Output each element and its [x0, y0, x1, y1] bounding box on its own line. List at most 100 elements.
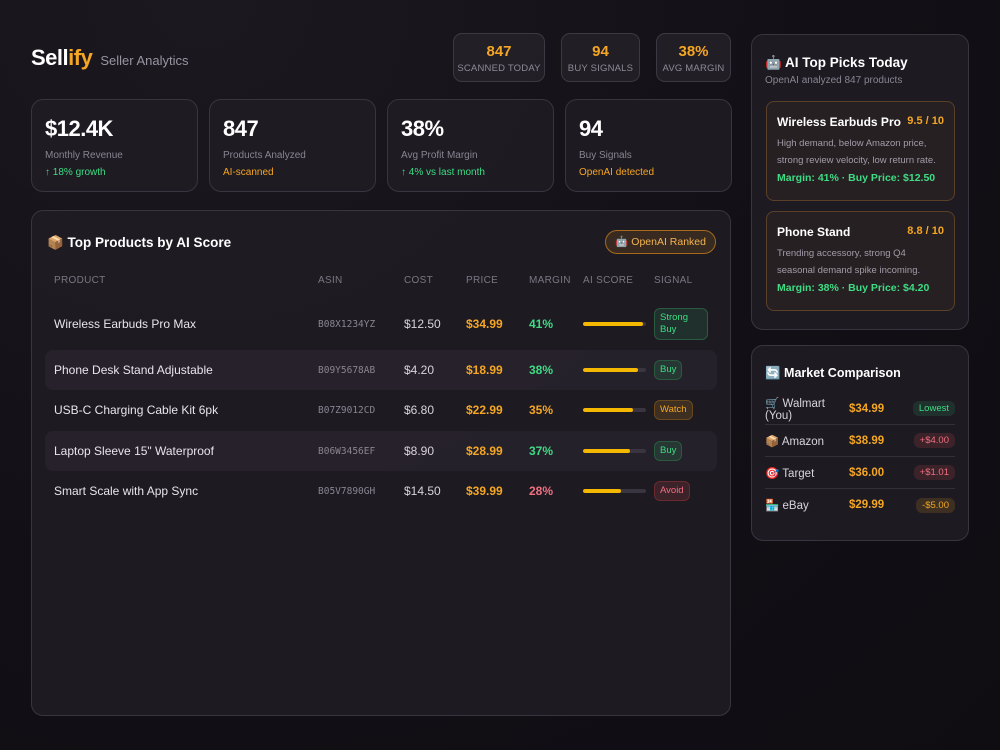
header-stat-value: 847	[486, 43, 512, 60]
product-asin: B06W3456EF	[318, 445, 376, 457]
signal-badge[interactable]: Avoid	[654, 481, 690, 501]
column-header-price[interactable]: PRICE	[466, 275, 499, 286]
product-cost: $8.90	[404, 444, 435, 458]
table-row[interactable]: Wireless Earbuds Pro Max B08X1234YZ $12.…	[45, 304, 717, 344]
header-stat-scanned: 847 SCANNED TODAY	[453, 33, 545, 82]
kpi-buy-signals: 94 Buy Signals OpenAI detected	[565, 99, 732, 192]
signal-cell: Buy	[654, 350, 683, 390]
product-cost: $14.50	[404, 484, 441, 498]
ai-score-fill	[583, 489, 621, 493]
product-margin: 37%	[529, 444, 554, 458]
pick-margin: Margin: 41% · Buy Price: $12.50	[777, 172, 936, 184]
pick-name: Phone Stand	[777, 225, 851, 239]
market-row-ebay[interactable]: 🏪 eBay $29.99 -$5.00	[765, 489, 955, 521]
pick-score: 9.5 / 10	[907, 115, 944, 127]
market-row-amazon[interactable]: 📦 Amazon $38.99 +$4.00	[765, 425, 955, 457]
signal-badge[interactable]: Buy	[654, 441, 683, 461]
signal-badge[interactable]: Buy	[654, 360, 683, 380]
signal-badge[interactable]: Watch	[654, 400, 693, 420]
column-header-asin[interactable]: ASIN	[318, 275, 343, 286]
brand-logo[interactable]: Sellify	[31, 45, 93, 71]
header-stat-buy-signals: 94 BUY SIGNALS	[561, 33, 640, 82]
table-row[interactable]: USB-C Charging Cable Kit 6pk B07Z9012CD …	[45, 390, 717, 430]
top-products-panel: 📦 Top Products by AI Score 🤖 OpenAI Rank…	[31, 210, 731, 716]
pick-margin: Margin: 38% · Buy Price: $4.20	[777, 282, 930, 294]
market-comparison-title: 🔄 Market Comparison	[765, 366, 901, 380]
column-header-margin[interactable]: MARGIN	[529, 275, 571, 286]
price-diff-badge: +$1.01	[913, 465, 955, 480]
signal-badge[interactable]: Strong Buy	[654, 308, 708, 340]
product-cost: $12.50	[404, 317, 441, 331]
product-name: Laptop Sleeve 15" Waterproof	[54, 444, 214, 458]
price-diff-badge: Lowest	[912, 401, 955, 416]
product-price: $39.99	[466, 484, 503, 498]
openai-ranked-badge[interactable]: 🤖 OpenAI Ranked	[605, 230, 716, 254]
store-price: $36.00	[849, 466, 885, 479]
pick-description: Trending accessory, strong Q4 seasonal d…	[777, 248, 921, 276]
header-stat-label: AVG MARGIN	[662, 63, 725, 74]
table-row[interactable]: Phone Desk Stand Adjustable B09Y5678AB $…	[45, 350, 717, 390]
top-products-title: 📦 Top Products by AI Score	[47, 235, 232, 250]
pick-card-phone-stand[interactable]: Phone Stand 8.8 / 10 Trending accessory,…	[766, 211, 955, 311]
brand-subtitle: Seller Analytics	[100, 53, 189, 68]
header-stat-label: BUY SIGNALS	[567, 63, 634, 74]
product-name: Phone Desk Stand Adjustable	[54, 363, 213, 377]
column-header-signal[interactable]: SIGNAL	[654, 275, 693, 286]
kpi-sub: AI-scanned	[223, 167, 274, 178]
kpi-value: 847	[223, 116, 259, 141]
kpi-avg-profit-margin: 38% Avg Profit Margin ↑ 4% vs last month	[387, 99, 554, 192]
table-row[interactable]: Laptop Sleeve 15" Waterproof B06W3456EF …	[45, 431, 717, 471]
column-header-product[interactable]: PRODUCT	[54, 275, 106, 286]
kpi-label: Avg Profit Margin	[401, 150, 478, 161]
kpi-value: 94	[579, 116, 603, 141]
product-asin: B09Y5678AB	[318, 364, 376, 376]
kpi-label: Monthly Revenue	[45, 150, 123, 161]
price-diff-badge: +$4.00	[913, 433, 955, 448]
top-picks-subtitle: OpenAI analyzed 847 products	[765, 75, 903, 86]
column-header-ai-score[interactable]: AI SCORE	[583, 275, 634, 286]
kpi-value: $12.4K	[45, 116, 113, 141]
header-stat-avg-margin: 38% AVG MARGIN	[656, 33, 731, 82]
product-asin: B07Z9012CD	[318, 404, 376, 416]
kpi-sub: ↑ 18% growth	[45, 167, 106, 178]
market-comparison-panel: 🔄 Market Comparison 🛒 Walmart (You) $34.…	[751, 345, 969, 541]
product-margin: 38%	[529, 363, 554, 377]
brand-name-accent: ify	[68, 45, 93, 70]
product-margin: 35%	[529, 403, 554, 417]
product-price: $22.99	[466, 403, 503, 417]
signal-cell: Avoid	[654, 471, 690, 511]
store-price: $38.99	[849, 434, 885, 447]
kpi-monthly-revenue: $12.4K Monthly Revenue ↑ 18% growth	[31, 99, 198, 192]
product-margin: 28%	[529, 484, 554, 498]
signal-cell: Buy	[654, 431, 683, 471]
product-price: $18.99	[466, 363, 503, 377]
header-stat-value: 38%	[678, 43, 709, 60]
market-row-target[interactable]: 🎯 Target $36.00 +$1.01	[765, 457, 955, 489]
ai-score-bar	[583, 304, 646, 344]
product-cost: $4.20	[404, 363, 435, 377]
product-margin: 41%	[529, 317, 554, 331]
pick-name: Wireless Earbuds Pro	[777, 115, 901, 129]
kpi-label: Buy Signals	[579, 150, 632, 161]
product-name: Smart Scale with App Sync	[54, 484, 199, 498]
pick-description: High demand, below Amazon price, strong …	[777, 138, 936, 166]
ai-score-fill	[583, 408, 634, 412]
signal-cell: Strong Buy	[654, 304, 708, 344]
signal-cell: Watch	[654, 390, 693, 430]
kpi-value: 38%	[401, 116, 444, 141]
market-row-walmart[interactable]: 🛒 Walmart (You) $34.99 Lowest	[765, 393, 955, 425]
store-name: 🎯 Target	[765, 467, 815, 480]
store-price: $34.99	[849, 402, 885, 415]
pick-card-wireless-earbuds[interactable]: Wireless Earbuds Pro 9.5 / 10 High deman…	[766, 101, 955, 201]
product-name: USB-C Charging Cable Kit 6pk	[54, 403, 219, 417]
pick-score: 8.8 / 10	[907, 225, 944, 237]
header-stat-label: SCANNED TODAY	[457, 63, 541, 74]
product-price: $28.99	[466, 444, 503, 458]
column-header-cost[interactable]: COST	[404, 275, 433, 286]
ai-score-fill	[583, 449, 630, 453]
product-price: $34.99	[466, 317, 503, 331]
ai-top-picks-panel: 🤖 AI Top Picks Today OpenAI analyzed 847…	[751, 34, 969, 330]
table-row[interactable]: Smart Scale with App Sync B05V7890GH $14…	[45, 471, 717, 511]
product-cost: $6.80	[404, 403, 435, 417]
ai-score-bar	[583, 471, 646, 511]
